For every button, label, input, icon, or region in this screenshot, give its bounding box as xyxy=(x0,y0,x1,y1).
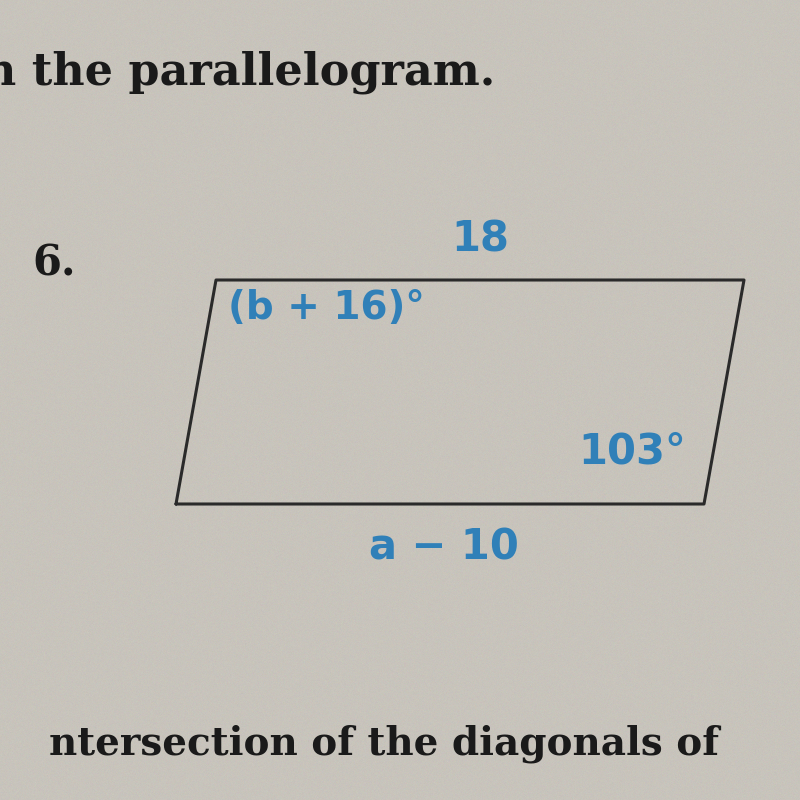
Text: n the parallelogram.: n the parallelogram. xyxy=(0,50,495,94)
Text: ntersection of the diagonals of: ntersection of the diagonals of xyxy=(49,725,719,763)
Text: (b + 16)°: (b + 16)° xyxy=(228,289,425,327)
Text: a − 10: a − 10 xyxy=(369,527,519,569)
Text: 6.: 6. xyxy=(32,243,75,285)
Text: 18: 18 xyxy=(451,219,509,261)
Text: 103°: 103° xyxy=(578,431,686,473)
